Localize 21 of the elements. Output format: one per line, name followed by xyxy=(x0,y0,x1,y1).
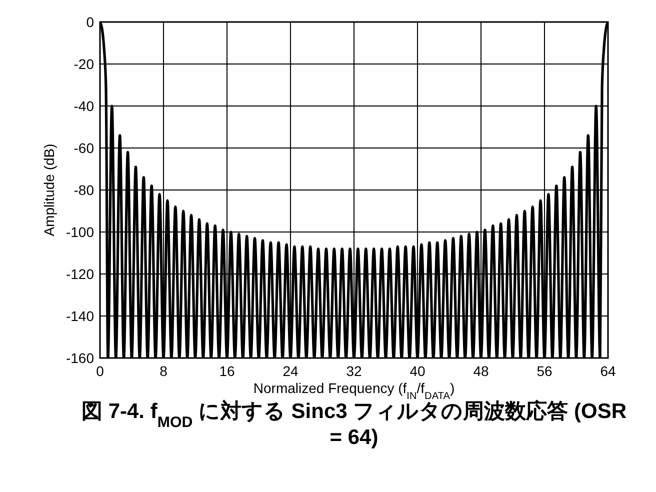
y-tick-label: -60 xyxy=(74,140,94,156)
y-tick-label: -160 xyxy=(66,350,94,366)
y-tick-label: -40 xyxy=(74,98,94,114)
x-tick-label: 24 xyxy=(282,363,298,379)
y-tick-label: -140 xyxy=(66,308,94,324)
x-tick-label: 32 xyxy=(346,363,362,379)
text: 図 7-4. f$_{MOD}$ に対する Sinc3 フィルタの周波数応答 (OSR = 64) xyxy=(82,399,626,449)
x-tick-label: 16 xyxy=(219,363,235,379)
x-axis-title: Normalized Frequency (f$_{IN}$/f$_{DATA}$) xyxy=(253,380,455,402)
x-tick-label: 56 xyxy=(536,363,552,379)
y-tick-label: -120 xyxy=(66,266,94,282)
y-axis-title: Amplitude (dB) xyxy=(41,144,57,236)
x-tick-label: 0 xyxy=(96,363,104,379)
y-tick-label: -20 xyxy=(74,56,94,72)
x-tick-label: 8 xyxy=(160,363,168,379)
y-tick-label: -100 xyxy=(66,224,94,240)
y-tick-label: -80 xyxy=(74,182,94,198)
y-tick-label: 0 xyxy=(86,14,94,30)
x-tick-label: 40 xyxy=(410,363,426,379)
x-tick-label: 48 xyxy=(473,363,489,379)
x-tick-label: 64 xyxy=(600,363,616,379)
